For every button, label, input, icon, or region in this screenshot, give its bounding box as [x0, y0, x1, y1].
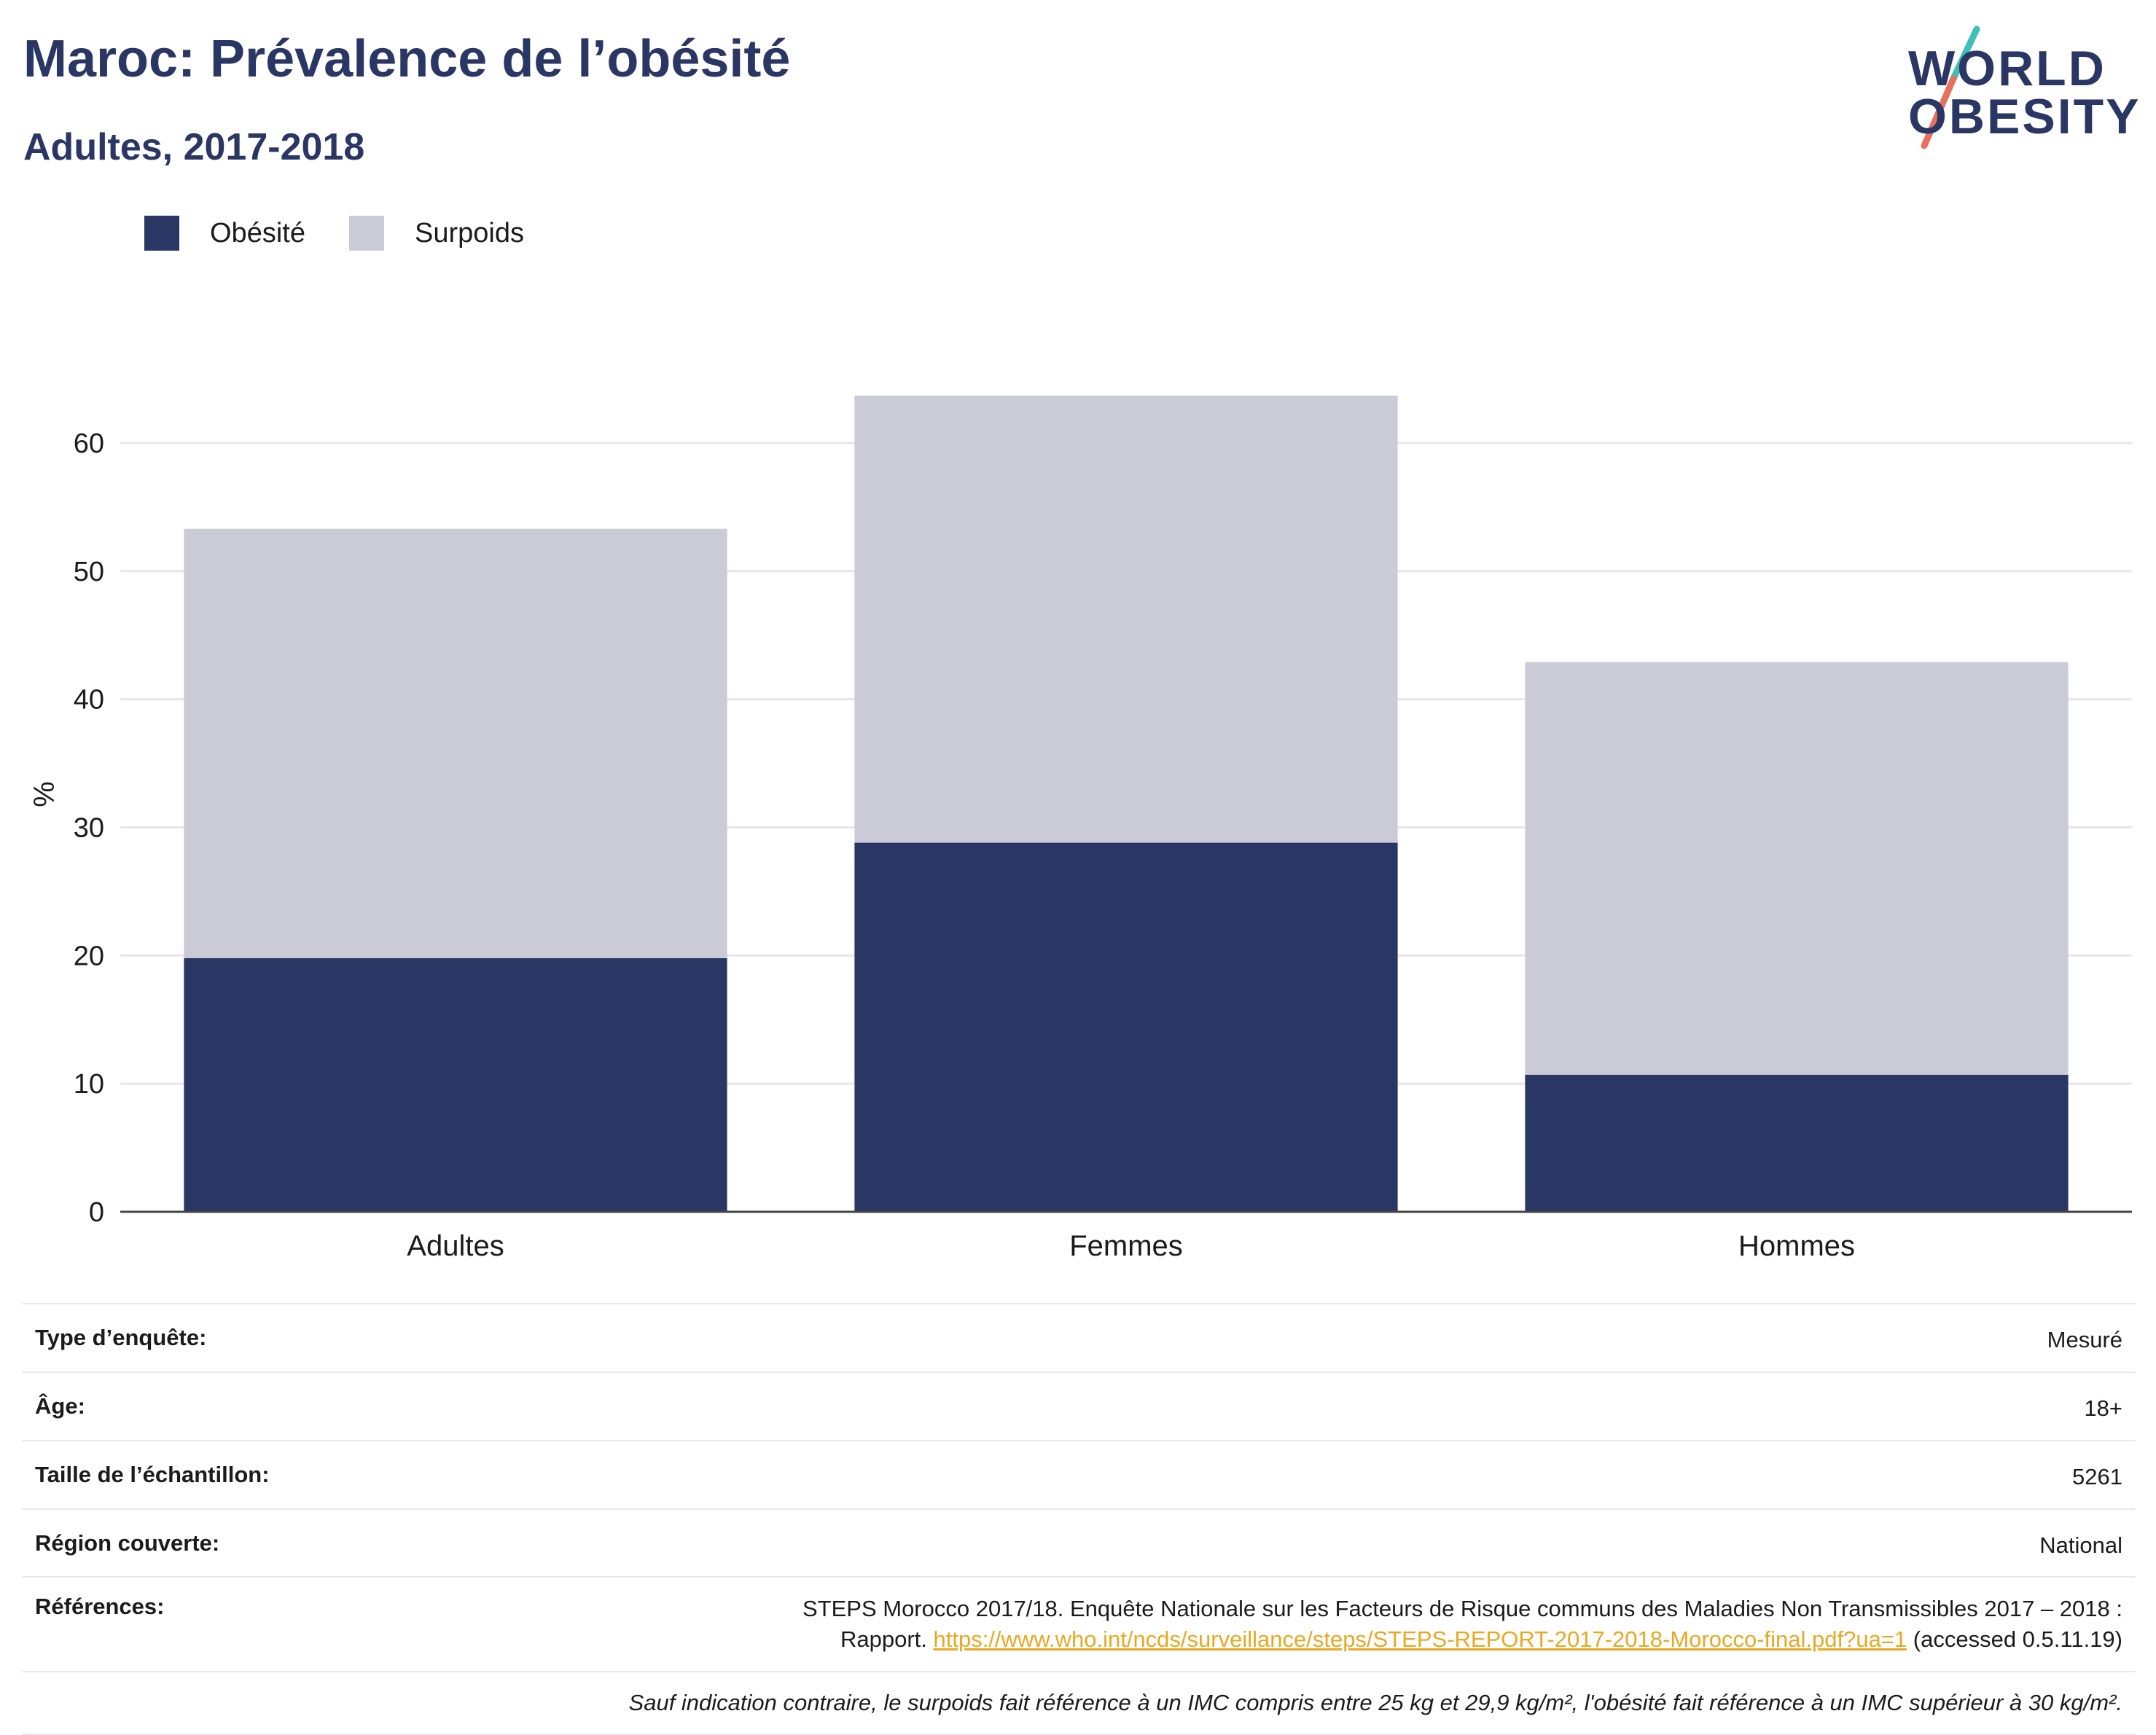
y-tick-label: 20 [74, 941, 104, 971]
info-label: Références: [35, 1594, 165, 1620]
y-tick-label: 0 [89, 1197, 104, 1228]
references-text: STEPS Morocco 2017/18. Enquête Nationale… [802, 1594, 2122, 1655]
y-tick-label: 50 [74, 557, 104, 587]
world-obesity-logo: WORLD OBESITY [1895, 22, 2143, 153]
legend-label-overweight: Surpoids [414, 217, 524, 248]
legend-item-obesity[interactable]: Obésité [144, 216, 305, 251]
legend-swatch-overweight [348, 216, 384, 251]
bar-chart: 0 10 20 30 40 50 60% Adultes Femmes Hommes [28, 395, 2132, 1262]
logo-text-world: WORLD [1908, 41, 2106, 96]
survey-info-table: Type d’enquête: Mesuré Âge: 18+ Taille d… [22, 1303, 2136, 1735]
bar-obesity-femmes [854, 842, 1398, 1212]
y-axis-label: % [28, 781, 60, 807]
chart-subtitle: Adultes, 2017-2018 [23, 126, 365, 168]
y-tick-label: 30 [74, 812, 104, 843]
bar-overweight-adultes [184, 528, 727, 958]
bar-overweight-hommes [1525, 662, 2069, 1075]
info-row-sample-size: Taille de l’échantillon: 5261 [22, 1439, 2136, 1508]
logo-slash-teal [1950, 26, 1980, 82]
logo-slash-coral [1921, 75, 1957, 149]
info-label: Taille de l’échantillon: [35, 1461, 270, 1487]
x-tick-label: Hommes [1738, 1230, 1855, 1262]
info-label: Âge: [35, 1393, 85, 1419]
y-tick-label: 40 [74, 685, 104, 716]
definition-footnote: Sauf indication contraire, le surpoids f… [22, 1671, 2136, 1735]
references-prefix: Rapport. [840, 1626, 927, 1653]
legend-swatch-obesity [144, 216, 179, 251]
chart-title: Maroc: Prévalence de l’obésité [23, 30, 791, 88]
y-tick-label: 10 [74, 1069, 104, 1100]
x-tick-label: Adultes [407, 1230, 504, 1262]
info-label: Région couverte: [35, 1530, 220, 1556]
info-value: National [2039, 1532, 2122, 1558]
legend-label-obesity: Obésité [210, 217, 305, 248]
info-row-age: Âge: 18+ [22, 1371, 2136, 1440]
logo-slash-icon [1921, 26, 1980, 149]
chart-legend: Obésité Surpoids [144, 216, 568, 251]
info-row-region: Région couverte: National [22, 1508, 2136, 1577]
info-value: Mesuré [2047, 1327, 2122, 1352]
info-value: 18+ [2084, 1395, 2122, 1421]
info-row-references: Références: STEPS Morocco 2017/18. Enquê… [22, 1576, 2136, 1671]
bar-obesity-hommes [1525, 1074, 2069, 1212]
y-tick-label: 60 [74, 428, 104, 459]
info-row-survey-type: Type d’enquête: Mesuré [22, 1303, 2136, 1371]
info-label: Type d’enquête: [35, 1325, 207, 1350]
info-value: 5261 [2072, 1463, 2122, 1489]
references-accessed: (accessed 0.5.11.19) [1913, 1626, 2122, 1653]
x-tick-label: Femmes [1069, 1230, 1183, 1262]
bar-obesity-adultes [184, 957, 727, 1212]
references-line1: STEPS Morocco 2017/18. Enquête Nationale… [802, 1596, 2122, 1622]
references-link[interactable]: https://www.who.int/ncds/surveillance/st… [933, 1626, 1907, 1653]
logo-text-obesity: OBESITY [1908, 89, 2141, 144]
legend-item-overweight[interactable]: Surpoids [348, 216, 524, 251]
bar-overweight-femmes [854, 395, 1398, 843]
